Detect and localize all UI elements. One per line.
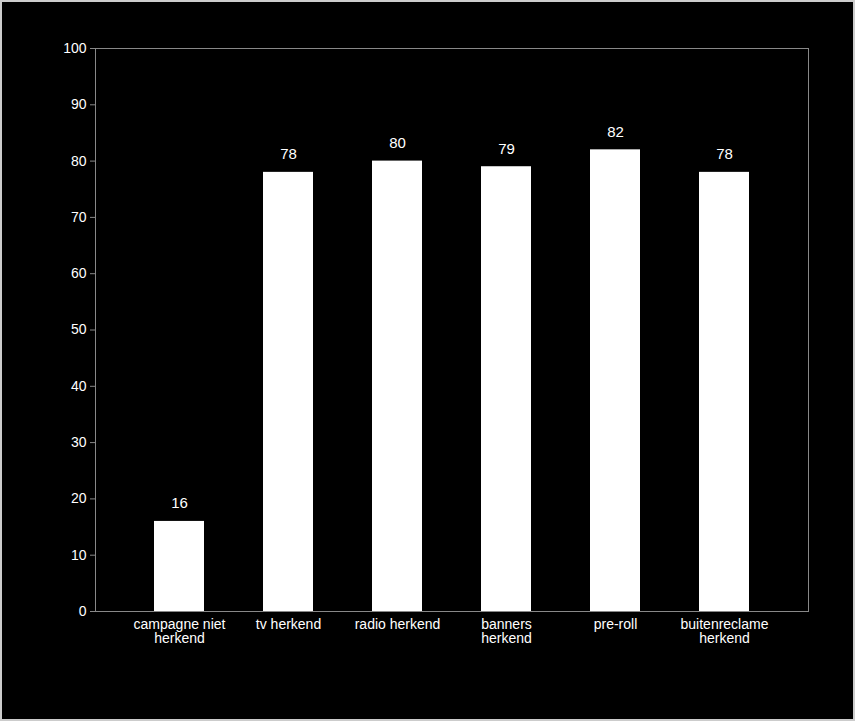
svg-text:bannersherkend: bannersherkend — [481, 616, 532, 646]
svg-text:buitenreclameherkend: buitenreclameherkend — [681, 616, 769, 646]
svg-text:tv herkend: tv herkend — [256, 616, 321, 632]
svg-text:40: 40 — [71, 378, 87, 394]
svg-text:70: 70 — [71, 209, 87, 225]
svg-text:pre-roll: pre-roll — [594, 616, 638, 632]
svg-text:80: 80 — [389, 134, 406, 151]
svg-text:50: 50 — [71, 321, 87, 337]
svg-text:10: 10 — [71, 547, 87, 563]
svg-text:78: 78 — [716, 145, 733, 162]
svg-text:radio herkend: radio herkend — [355, 616, 441, 632]
svg-text:16: 16 — [171, 494, 188, 511]
svg-text:82: 82 — [607, 123, 624, 140]
svg-text:79: 79 — [498, 140, 515, 157]
svg-text:78: 78 — [280, 145, 297, 162]
svg-text:60: 60 — [71, 265, 87, 281]
svg-text:100: 100 — [63, 40, 87, 56]
svg-text:30: 30 — [71, 434, 87, 450]
svg-text:20: 20 — [71, 490, 87, 506]
svg-text:90: 90 — [71, 96, 87, 112]
svg-text:80: 80 — [71, 153, 87, 169]
svg-text:campagne nietherkend: campagne nietherkend — [134, 616, 226, 646]
svg-text:0: 0 — [79, 603, 87, 619]
